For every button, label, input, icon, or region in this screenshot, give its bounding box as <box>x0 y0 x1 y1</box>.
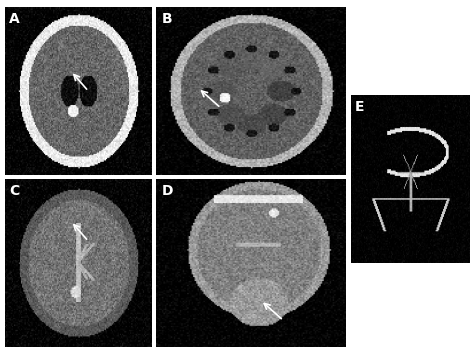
Text: D: D <box>162 184 173 198</box>
Text: B: B <box>162 12 173 26</box>
Text: C: C <box>9 184 19 198</box>
Text: A: A <box>9 12 20 26</box>
Text: E: E <box>354 100 364 114</box>
